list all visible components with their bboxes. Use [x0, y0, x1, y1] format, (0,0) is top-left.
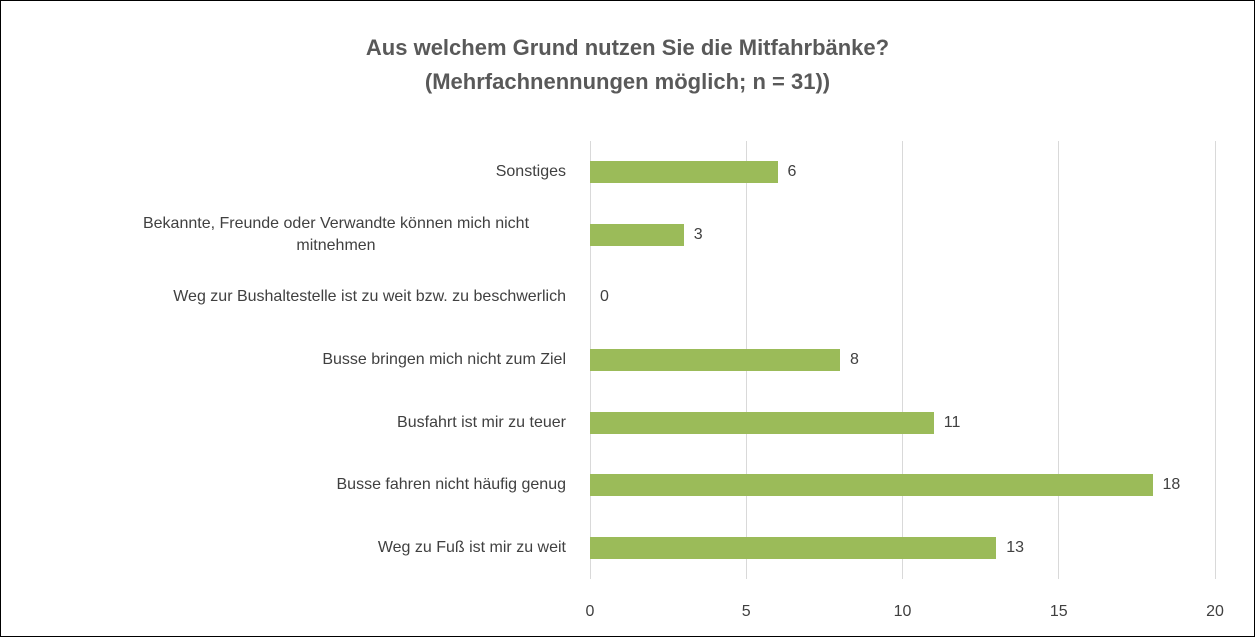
y-tick-label: Weg zu Fuß ist mir zu weit [377, 538, 566, 556]
bar [590, 536, 997, 559]
data-label: 6 [787, 163, 797, 181]
bar [590, 161, 778, 184]
title-line: Aus welchem Grund nutzen Sie die Mitfahr… [365, 35, 890, 60]
data-label: 18 [1162, 476, 1181, 494]
grid-line [1058, 141, 1060, 579]
x-tick-label: 20 [1206, 603, 1224, 620]
chart-title: Aus welchem Grund nutzen Sie die Mitfahr… [1, 31, 1254, 99]
data-label: 3 [693, 225, 703, 243]
y-tick-label: Weg zur Bushaltestelle ist zu weit bzw. … [173, 288, 566, 306]
x-tick-label: 0 [585, 603, 595, 620]
data-label: 8 [850, 351, 859, 368]
data-label: 11 [943, 413, 961, 431]
x-tick-label: 15 [1049, 603, 1068, 620]
grid-line [1214, 141, 1216, 579]
bar [590, 411, 934, 434]
y-tick-label: Busse fahren nicht häufig genug [336, 476, 567, 494]
grid-line [902, 141, 903, 579]
x-tick-label: 5 [741, 603, 751, 620]
bar [590, 474, 1153, 497]
bar [590, 223, 684, 246]
y-tick-label: Bekannte, Freunde oder Verwandte können … [142, 214, 530, 254]
y-tick-label: Busse bringen mich nicht zum Ziel [322, 351, 566, 368]
data-label: 0 [600, 288, 609, 306]
y-tick-label: Sonstiges [495, 163, 566, 181]
x-tick-label: 10 [893, 603, 912, 620]
title-line: (Mehrfachnennungen möglich; n = 31)) [424, 69, 831, 94]
data-label: 13 [1006, 538, 1025, 556]
y-tick-label: Busfahrt ist mir zu teuer [397, 413, 566, 431]
bar [590, 349, 840, 371]
